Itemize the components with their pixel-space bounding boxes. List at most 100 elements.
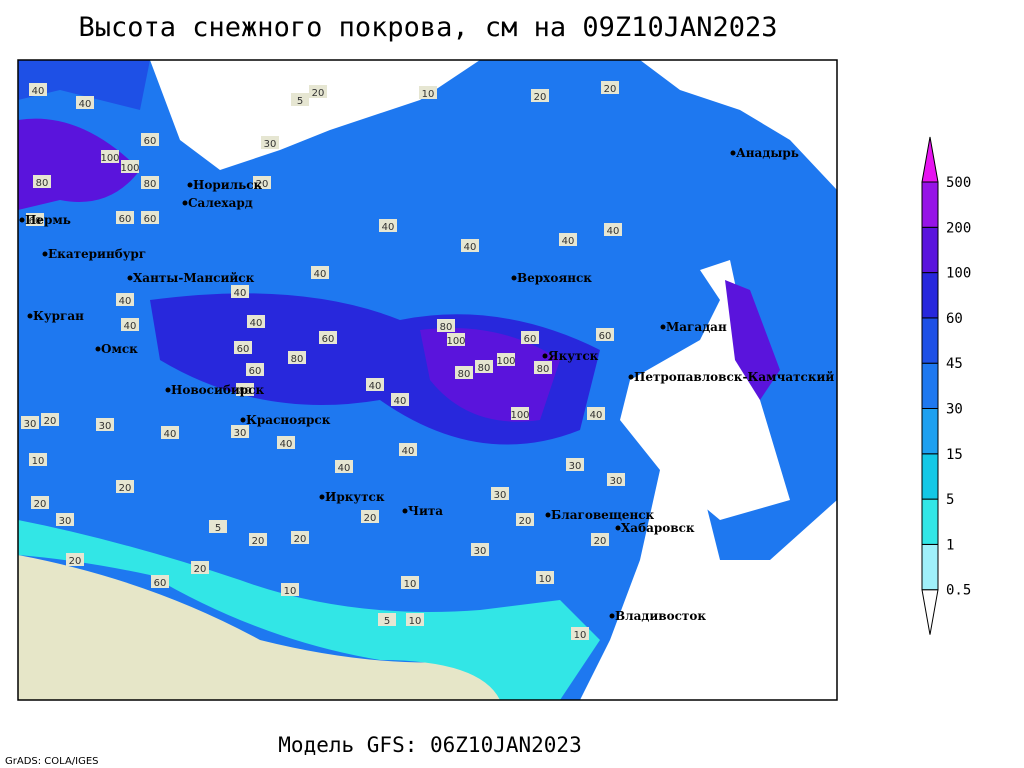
map-frame [17, 59, 838, 701]
contour-label: 20 [34, 499, 47, 510]
contour-label: 40 [402, 446, 415, 457]
label-box [141, 133, 159, 146]
label-box [378, 613, 396, 626]
deepest-snow [420, 328, 560, 422]
label-box [247, 315, 265, 328]
colorbar-label: 100 [946, 266, 971, 282]
contour-label: 40 [119, 296, 132, 307]
label-box [596, 328, 614, 341]
colorbar-bin [921, 226, 939, 274]
map [17, 59, 838, 701]
contour-label: 100 [496, 356, 515, 367]
label-box [151, 575, 169, 588]
label-box [291, 93, 309, 106]
colorbar-label: 1 [946, 537, 954, 553]
contour-label: 40 [32, 86, 45, 97]
label-box [56, 513, 74, 526]
city-label: Салехард [188, 196, 253, 210]
label-box [26, 213, 44, 226]
colorbar-bin [921, 317, 939, 364]
snow-edge [18, 520, 600, 700]
title: Высота снежного покрова, см на 09Z10JAN2… [79, 12, 778, 43]
label-box [116, 293, 134, 306]
contour-label: 10 [574, 630, 587, 641]
colorbar-bin [921, 181, 939, 228]
label-box [559, 233, 577, 246]
contour-label: 20 [594, 536, 607, 547]
contour-label: 20 [294, 534, 307, 545]
label-box [511, 407, 529, 420]
okhotsk-sea [620, 260, 790, 520]
label-box [236, 383, 254, 396]
contour-label: 40 [164, 429, 177, 440]
land-nosnow [18, 555, 530, 700]
label-box [319, 331, 337, 344]
colorbar-label: 15 [946, 447, 963, 463]
contour-label: 40 [314, 269, 327, 280]
contour-label: 40 [562, 236, 575, 247]
city-label: Красноярск [246, 413, 331, 427]
contour-label: 40 [382, 222, 395, 233]
label-box [601, 81, 619, 94]
colorbar-label: 60 [946, 311, 963, 327]
sea [580, 440, 837, 700]
city-label: Анадырь [736, 146, 799, 160]
city-label: Иркутск [325, 490, 385, 504]
colorbar-high [921, 136, 939, 183]
city-label: Петропавловск-Камчатский [634, 370, 834, 384]
label-box [29, 453, 47, 466]
label-box [76, 96, 94, 109]
contour-label: 20 [312, 88, 325, 99]
city-label: Курган [33, 309, 84, 323]
label-box [366, 378, 384, 391]
label-box [116, 480, 134, 493]
city-dot [511, 275, 517, 281]
contour-label: 20 [252, 536, 265, 547]
contour-label: 5 [297, 96, 303, 107]
label-box [249, 533, 267, 546]
contour-label: 60 [249, 366, 262, 377]
city-label: Владивосток [615, 609, 706, 623]
contour-label: 40 [79, 99, 92, 110]
colorbar-label: 500 [946, 175, 971, 191]
label-box [41, 413, 59, 426]
label-box [521, 331, 539, 344]
contour-label: 30 [610, 476, 623, 487]
label-box [291, 531, 309, 544]
colorbar-label: 5 [946, 492, 954, 508]
label-box [246, 363, 264, 376]
city-label: Хабаровск [621, 521, 695, 535]
city-label: Ханты-Мансийск [133, 271, 255, 285]
label-box [141, 211, 159, 224]
label-box [419, 86, 437, 99]
contour-label: 10 [422, 89, 435, 100]
city-label: Якутск [548, 349, 599, 363]
label-box [536, 571, 554, 584]
label-box [231, 425, 249, 438]
label-box [516, 513, 534, 526]
city-label: Магадан [666, 320, 727, 334]
contour-label: 100 [510, 410, 529, 421]
city-dot [545, 512, 551, 518]
contour-label: 80 [291, 354, 304, 365]
contour-label: 80 [458, 369, 471, 380]
label-box [66, 553, 84, 566]
contour-label: 60 [599, 331, 612, 342]
arctic-sea [150, 60, 480, 170]
label-box [116, 211, 134, 224]
label-box [491, 487, 509, 500]
city-dot [27, 313, 33, 319]
label-box [101, 150, 119, 163]
city-dot [319, 494, 325, 500]
label-box [33, 175, 51, 188]
city-label: Верхоянск [517, 271, 592, 285]
contour-label: 40 [590, 410, 603, 421]
label-box [209, 520, 227, 533]
contour-label: 20 [604, 84, 617, 95]
label-box [455, 366, 473, 379]
contour-label: 30 [569, 461, 582, 472]
label-box [447, 333, 465, 346]
city-dot [95, 346, 101, 352]
